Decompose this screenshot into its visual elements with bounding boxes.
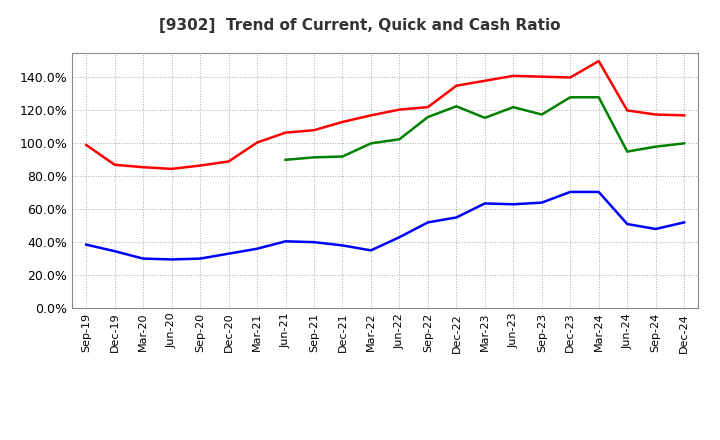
Quick Ratio <box>452 104 461 109</box>
Current Ratio <box>282 130 290 135</box>
Cash Ratio <box>282 238 290 244</box>
Cash Ratio <box>423 220 432 225</box>
Current Ratio <box>338 119 347 125</box>
Line: Quick Ratio: Quick Ratio <box>286 97 684 160</box>
Line: Cash Ratio: Cash Ratio <box>86 192 684 260</box>
Current Ratio <box>253 140 261 145</box>
Quick Ratio <box>395 136 404 142</box>
Cash Ratio <box>366 248 375 253</box>
Current Ratio <box>82 143 91 148</box>
Cash Ratio <box>225 251 233 257</box>
Cash Ratio <box>480 201 489 206</box>
Cash Ratio <box>82 242 91 247</box>
Current Ratio <box>196 163 204 168</box>
Current Ratio <box>139 165 148 170</box>
Current Ratio <box>167 166 176 172</box>
Cash Ratio <box>537 200 546 205</box>
Current Ratio <box>225 159 233 164</box>
Cash Ratio <box>196 256 204 261</box>
Quick Ratio <box>423 114 432 120</box>
Current Ratio <box>509 73 518 78</box>
Current Ratio <box>395 107 404 112</box>
Quick Ratio <box>338 154 347 159</box>
Cash Ratio <box>652 226 660 231</box>
Cash Ratio <box>110 249 119 254</box>
Cash Ratio <box>509 202 518 207</box>
Quick Ratio <box>652 144 660 149</box>
Quick Ratio <box>310 155 318 160</box>
Current Ratio <box>110 162 119 167</box>
Cash Ratio <box>680 220 688 225</box>
Current Ratio <box>366 113 375 118</box>
Quick Ratio <box>595 95 603 100</box>
Quick Ratio <box>680 141 688 146</box>
Current Ratio <box>452 83 461 88</box>
Current Ratio <box>310 128 318 133</box>
Cash Ratio <box>623 221 631 227</box>
Cash Ratio <box>139 256 148 261</box>
Cash Ratio <box>167 257 176 262</box>
Quick Ratio <box>480 115 489 121</box>
Cash Ratio <box>595 189 603 194</box>
Quick Ratio <box>537 112 546 117</box>
Current Ratio <box>623 108 631 113</box>
Cash Ratio <box>253 246 261 251</box>
Current Ratio <box>423 104 432 110</box>
Line: Current Ratio: Current Ratio <box>86 61 684 169</box>
Quick Ratio <box>623 149 631 154</box>
Current Ratio <box>480 78 489 84</box>
Cash Ratio <box>338 243 347 248</box>
Quick Ratio <box>282 157 290 162</box>
Current Ratio <box>537 74 546 79</box>
Text: [9302]  Trend of Current, Quick and Cash Ratio: [9302] Trend of Current, Quick and Cash … <box>159 18 561 33</box>
Cash Ratio <box>566 189 575 194</box>
Quick Ratio <box>366 141 375 146</box>
Cash Ratio <box>310 239 318 245</box>
Current Ratio <box>566 75 575 80</box>
Quick Ratio <box>566 95 575 100</box>
Current Ratio <box>680 113 688 118</box>
Quick Ratio <box>509 104 518 110</box>
Cash Ratio <box>395 235 404 240</box>
Cash Ratio <box>452 215 461 220</box>
Current Ratio <box>595 59 603 64</box>
Current Ratio <box>652 112 660 117</box>
